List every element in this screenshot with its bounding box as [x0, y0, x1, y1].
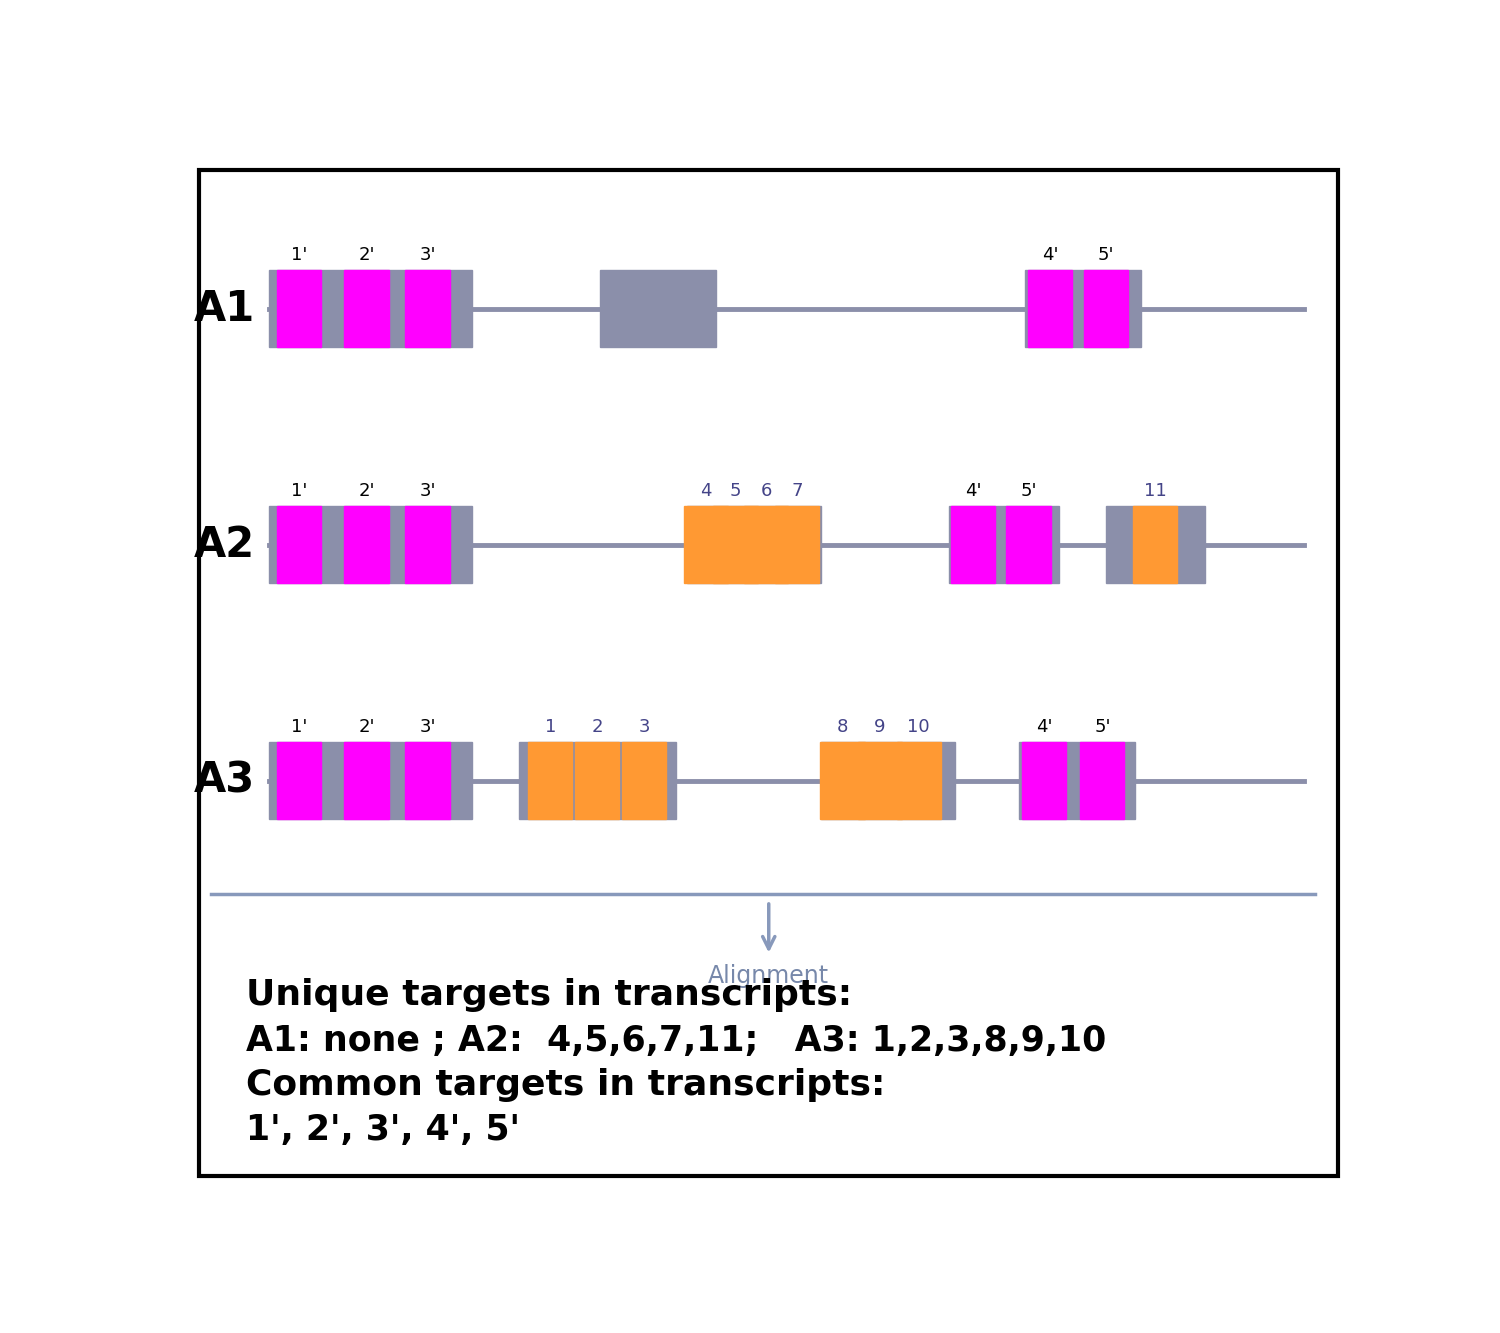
Bar — [687, 507, 820, 584]
Bar — [951, 507, 996, 584]
Text: 5': 5' — [1098, 247, 1114, 264]
Text: 11: 11 — [1144, 483, 1167, 500]
Text: 1', 2', 3', 4', 5': 1', 2', 3', 4', 5' — [246, 1113, 519, 1148]
Bar — [600, 271, 717, 348]
Bar — [1007, 507, 1050, 584]
Bar — [858, 742, 901, 820]
Bar — [897, 742, 940, 820]
Text: 7: 7 — [790, 483, 802, 500]
Bar — [1028, 271, 1072, 348]
Bar — [345, 507, 388, 584]
Text: 2: 2 — [591, 718, 603, 736]
Bar — [950, 507, 1059, 584]
Text: 3: 3 — [639, 718, 650, 736]
FancyArrowPatch shape — [762, 904, 776, 949]
Bar — [405, 271, 450, 348]
Text: 10: 10 — [908, 718, 930, 736]
Text: Common targets in transcripts:: Common targets in transcripts: — [246, 1068, 885, 1102]
Bar — [714, 507, 758, 584]
Text: 3': 3' — [420, 483, 436, 500]
Text: Unique targets in transcripts:: Unique targets in transcripts: — [246, 978, 852, 1012]
Bar — [574, 742, 620, 820]
Text: 1': 1' — [291, 483, 308, 500]
Bar — [821, 742, 954, 820]
Text: A1: none ; A2:  4,5,6,7,11;   A3: 1,2,3,8,9,10: A1: none ; A2: 4,5,6,7,11; A3: 1,2,3,8,9… — [246, 1024, 1106, 1058]
Bar — [684, 507, 728, 584]
Bar — [268, 271, 472, 348]
Text: A3: A3 — [194, 760, 255, 802]
Text: 5': 5' — [1094, 718, 1110, 736]
Bar — [1019, 742, 1136, 820]
Bar — [1024, 271, 1140, 348]
Text: 6: 6 — [760, 483, 772, 500]
Bar — [405, 507, 450, 584]
Text: 4': 4' — [1036, 718, 1053, 736]
Bar — [776, 507, 819, 584]
Bar — [1084, 271, 1128, 348]
Bar — [268, 507, 472, 584]
Bar — [268, 742, 472, 820]
Text: 4': 4' — [1042, 247, 1059, 264]
Text: 9: 9 — [874, 718, 885, 736]
Bar — [1022, 742, 1066, 820]
Bar — [821, 742, 864, 820]
Text: 4: 4 — [700, 483, 712, 500]
Text: 8: 8 — [837, 718, 848, 736]
Bar — [345, 271, 388, 348]
Bar — [1106, 507, 1204, 584]
Text: 1: 1 — [544, 718, 556, 736]
Text: 3': 3' — [420, 247, 436, 264]
Bar — [278, 742, 321, 820]
Bar — [622, 742, 666, 820]
Bar — [278, 271, 321, 348]
Bar — [278, 507, 321, 584]
Text: A1: A1 — [194, 288, 255, 329]
Text: 1': 1' — [291, 247, 308, 264]
Bar — [405, 742, 450, 820]
Text: 2': 2' — [358, 247, 375, 264]
Text: Alignment: Alignment — [708, 964, 830, 988]
Text: 2': 2' — [358, 718, 375, 736]
Text: 5: 5 — [730, 483, 741, 500]
Text: 2': 2' — [358, 483, 375, 500]
Bar — [1080, 742, 1125, 820]
Bar — [744, 507, 789, 584]
Bar — [519, 742, 675, 820]
Bar — [1132, 507, 1178, 584]
Bar — [345, 742, 388, 820]
Text: 5': 5' — [1020, 483, 1036, 500]
Text: 3': 3' — [420, 718, 436, 736]
Text: A2: A2 — [194, 524, 255, 567]
Text: 4': 4' — [964, 483, 981, 500]
Text: 1': 1' — [291, 718, 308, 736]
Bar — [528, 742, 573, 820]
